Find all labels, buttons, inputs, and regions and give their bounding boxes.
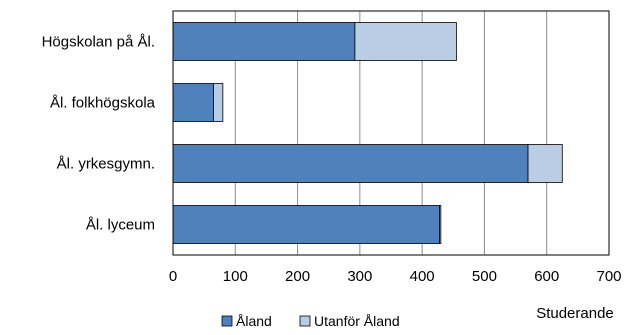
category-labels: Högskolan på Ål. Ål. folkhögskola Ål. yrke… [42,34,156,234]
legend-swatch-0 [221,315,233,327]
bars [172,22,563,244]
legend: Åland Utanför Åland [221,313,400,329]
legend-swatch-1 [299,315,311,327]
plot-area-frame [172,10,610,256]
x-axis-label: Studerande [536,305,614,322]
legend-label-0: Åland [236,313,272,329]
category-label-3: Ål. lyceum [86,217,155,234]
x-tick-label-0: 0 [169,268,177,285]
category-label-2: Ål. yrkesgymn. [57,156,155,173]
category-label-0: Högskolan på Ål. [42,34,155,51]
x-tick-label-400: 400 [410,268,435,285]
bar-utanfor-aland-0 [354,22,457,61]
x-tick-label-300: 300 [347,268,372,285]
x-tick-label-600: 600 [534,268,559,285]
bar-utanfor-aland-2 [527,144,563,183]
bar-aland-0 [172,22,356,61]
bar-aland-3 [172,205,440,244]
x-tick-label-100: 100 [223,268,248,285]
legend-label-1: Utanför Åland [314,313,400,329]
bar-aland-2 [172,144,529,183]
x-tick-label-700: 700 [596,268,621,285]
x-tick-labels: 0 100 200 300 400 500 600 700 [169,268,622,285]
bar-utanfor-aland-1 [213,83,224,122]
x-tick-label-200: 200 [285,268,310,285]
category-label-1: Ål. folkhögskola [50,95,156,112]
bar-utanfor-aland-3 [439,205,442,244]
x-tick-label-500: 500 [472,268,497,285]
bar-aland-1 [172,83,214,122]
